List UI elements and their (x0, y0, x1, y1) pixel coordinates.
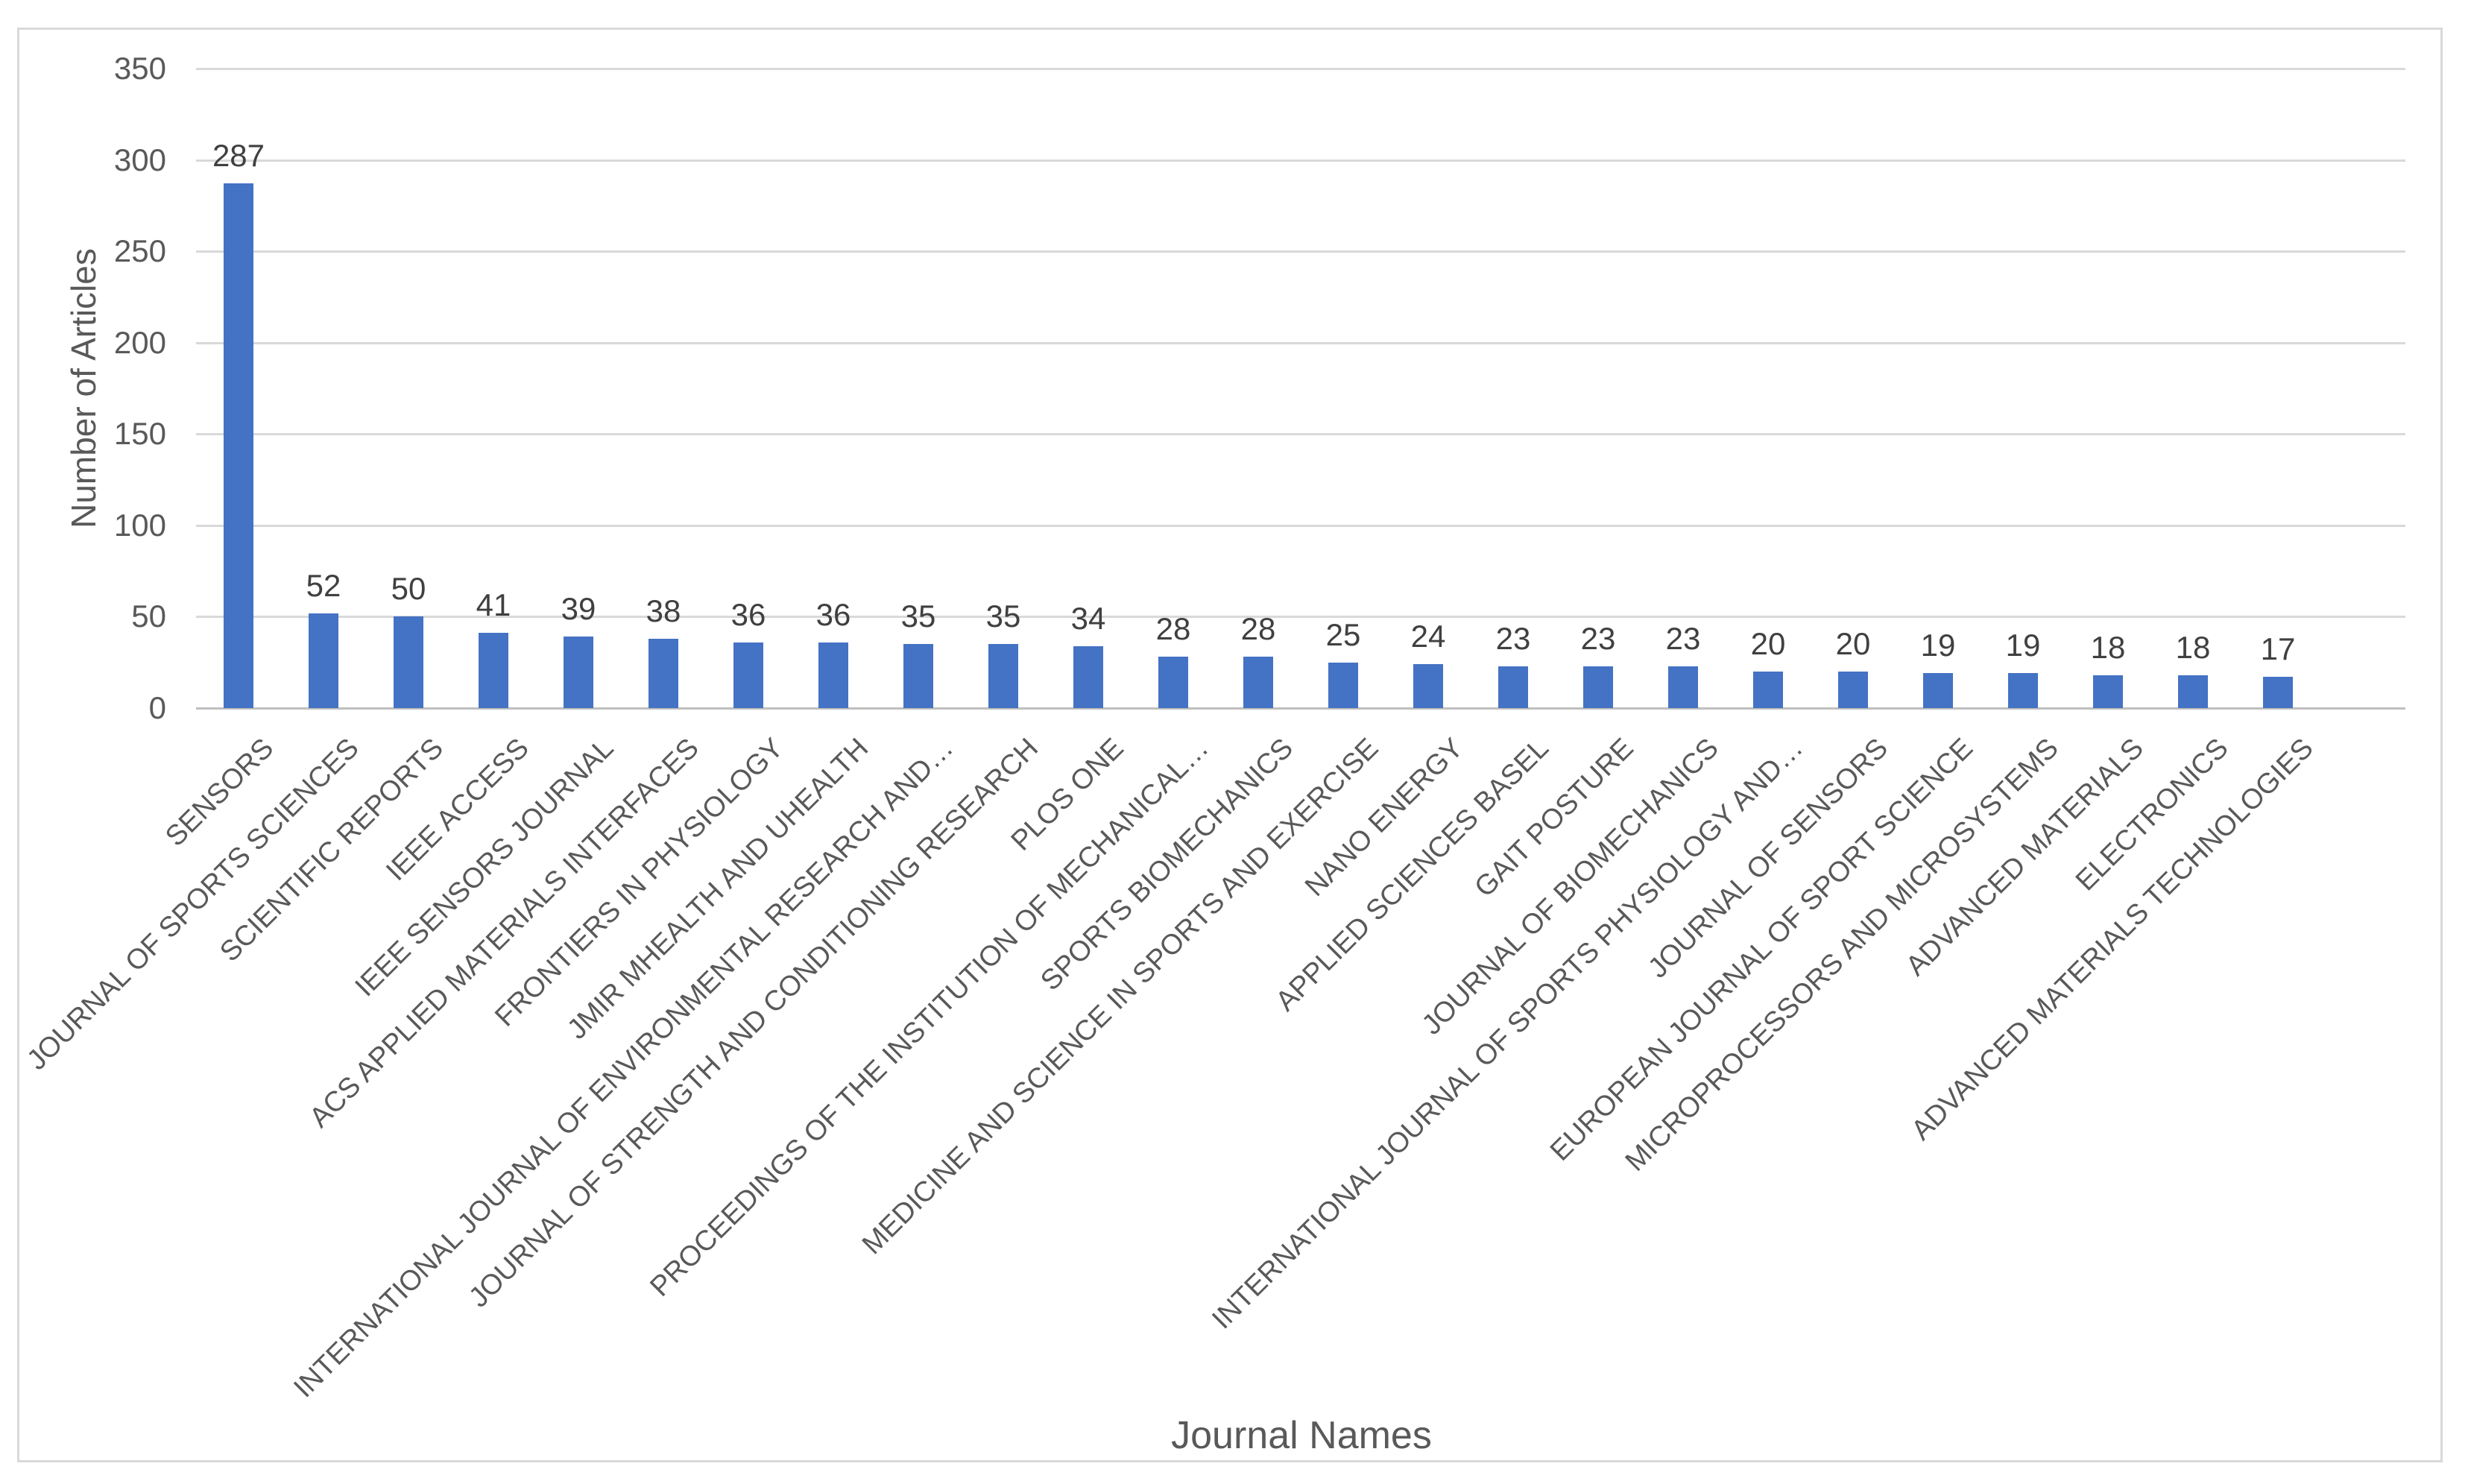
data-label: 34 (1070, 600, 1106, 636)
y-tick-label: 300 (113, 142, 166, 177)
gridline (196, 250, 2405, 253)
y-tick-label: 0 (148, 690, 166, 725)
data-label: 23 (1665, 620, 1701, 656)
y-tick-label: 100 (113, 507, 166, 543)
y-tick-label: 150 (113, 416, 166, 452)
bar (2008, 673, 2038, 708)
gridline (196, 524, 2405, 527)
bar (1838, 671, 1868, 708)
data-label: 20 (1835, 625, 1871, 661)
data-label: 38 (646, 593, 681, 628)
x-axis-title: Journal Names (1171, 1414, 1432, 1457)
x-category-label-text: ELECTRONICS (2069, 732, 2235, 897)
data-label: 287 (212, 138, 265, 174)
y-tick-label: 350 (113, 51, 166, 86)
bar (479, 633, 508, 708)
data-label: 20 (1750, 625, 1786, 661)
bar (1498, 666, 1528, 708)
data-label: 25 (1325, 616, 1361, 652)
data-label: 23 (1495, 620, 1531, 656)
bar (2178, 675, 2208, 708)
data-label: 35 (900, 599, 936, 634)
data-label: 52 (306, 567, 341, 603)
x-category-label-text: ADVANCED MATERIALS TECHNOLOGIES (1905, 732, 2320, 1146)
y-axis-title: Number of Articles (64, 248, 103, 528)
data-label: 39 (561, 591, 596, 627)
y-tick-label: 50 (131, 599, 166, 634)
data-label: 23 (1580, 620, 1616, 656)
data-label: 19 (1920, 628, 1956, 663)
x-category-label-text: JMIR MHEALTH AND UHEALTH (561, 732, 875, 1046)
gridline (196, 616, 2405, 619)
data-label: 35 (985, 599, 1021, 634)
data-label: 18 (2175, 629, 2211, 665)
x-category-label-text: GAIT POSTURE (1468, 732, 1640, 903)
gridline (196, 433, 2405, 436)
bar (1243, 657, 1273, 708)
bar (1073, 645, 1103, 708)
bar (988, 644, 1018, 708)
bar (733, 642, 763, 708)
bar (648, 638, 678, 708)
x-category-label-text: NANO ENERGY (1299, 732, 1470, 903)
data-label: 24 (1410, 619, 1446, 654)
y-tick-label: 200 (113, 324, 166, 360)
bar (1328, 662, 1358, 708)
bar (1923, 673, 1953, 708)
x-axis-line (196, 707, 2405, 710)
bar (818, 642, 848, 708)
data-label: 17 (2260, 631, 2296, 667)
bar (394, 616, 423, 708)
y-tick-label: 250 (113, 233, 166, 269)
bar (1668, 666, 1698, 708)
data-label: 19 (2005, 628, 2041, 663)
gridline (196, 159, 2405, 162)
bar (224, 183, 253, 708)
bar (1413, 664, 1443, 708)
bar (1158, 657, 1188, 708)
data-label: 41 (476, 587, 511, 623)
x-category-label-text: PROCEEDINGS OF THE INSTITUTION OF MECHAN… (644, 732, 1215, 1303)
data-label: 36 (730, 596, 766, 632)
data-label: 18 (2090, 629, 2126, 665)
bar (564, 637, 593, 708)
data-label: 28 (1240, 611, 1276, 647)
bar (309, 613, 338, 708)
data-label: 28 (1155, 611, 1191, 647)
bar (1583, 666, 1613, 708)
gridline (196, 341, 2405, 344)
bar (2263, 677, 2293, 708)
data-label: 36 (815, 596, 851, 632)
x-category-label-text: ACS APPLIED MATERIALS INTERFACES (303, 732, 705, 1134)
bar (2093, 675, 2123, 708)
bar (903, 644, 933, 708)
gridline (196, 68, 2405, 70)
chart-border (17, 28, 2443, 1462)
bar (1753, 671, 1783, 708)
data-label: 50 (391, 571, 426, 607)
